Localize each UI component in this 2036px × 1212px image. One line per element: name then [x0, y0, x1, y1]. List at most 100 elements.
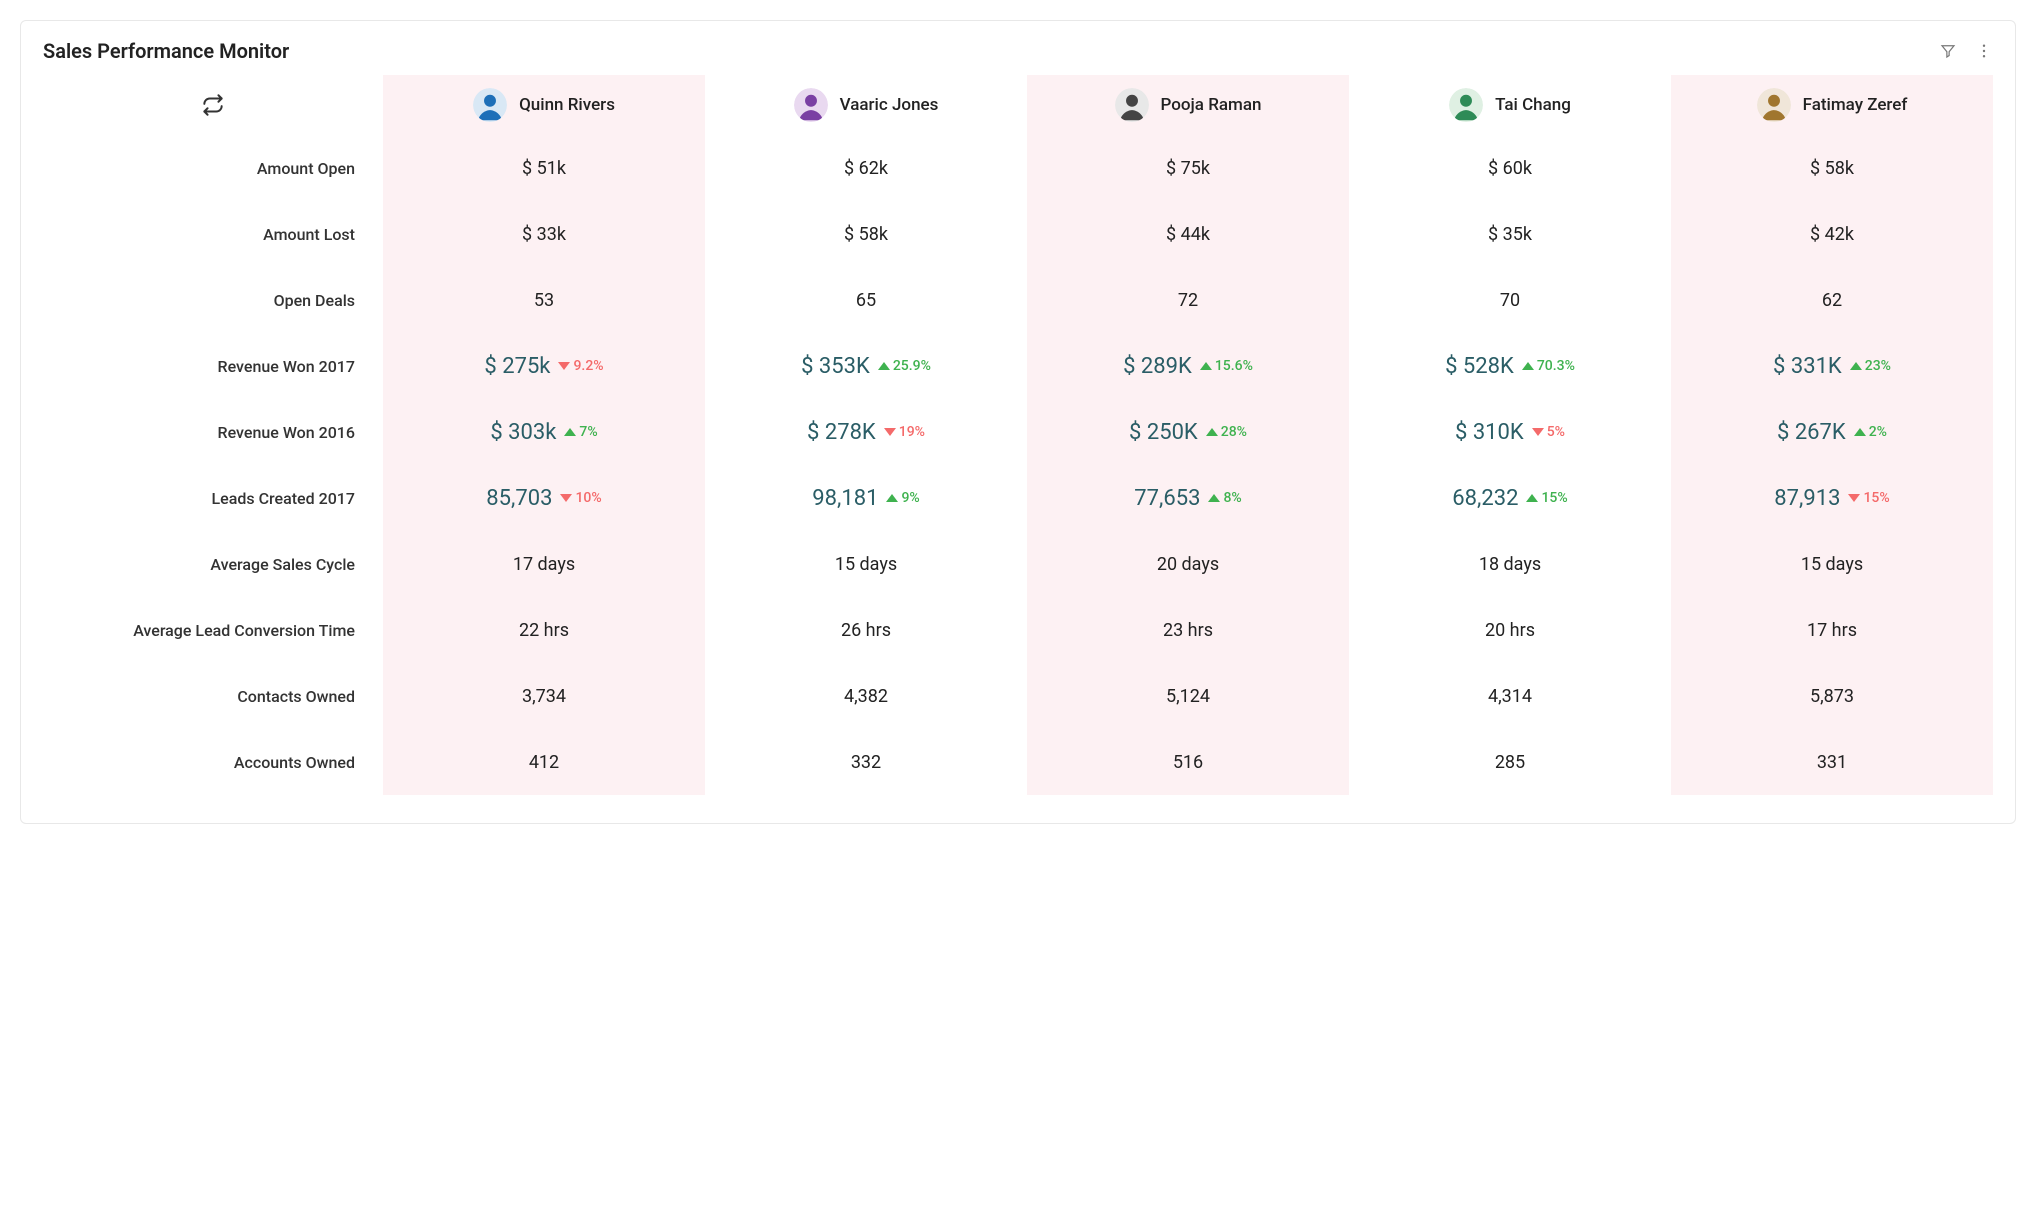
metric-cell: 77,653 8%	[1027, 465, 1349, 531]
metric-cell: $ 51k	[383, 135, 705, 201]
metric-value: $ 310K	[1455, 420, 1524, 445]
metric-value: $ 51k	[522, 158, 566, 179]
metric-with-delta: $ 528K 70.3%	[1445, 354, 1575, 379]
metric-value: 98,181	[812, 486, 878, 511]
metric-cell: 62	[1671, 267, 1993, 333]
metric-value: 4,314	[1488, 686, 1532, 707]
delta-value: 5%	[1547, 424, 1565, 440]
metric-cell: $ 75k	[1027, 135, 1349, 201]
metric-with-delta: 68,232 15%	[1452, 486, 1567, 511]
metrics-grid: Quinn Rivers Vaaric Jones Pooja Raman Ta…	[43, 75, 1993, 795]
metric-value: $ 62k	[844, 158, 888, 179]
row-label: Contacts Owned	[43, 663, 383, 729]
row-label: Revenue Won 2016	[43, 399, 383, 465]
row-label: Accounts Owned	[43, 729, 383, 795]
metric-cell: $ 250K 28%	[1027, 399, 1349, 465]
metric-cell: $ 60k	[1349, 135, 1671, 201]
metric-cell: 87,913 15%	[1671, 465, 1993, 531]
metric-cell: 17 days	[383, 531, 705, 597]
delta-indicator: 70.3%	[1522, 358, 1575, 374]
trend-down-icon	[558, 362, 570, 370]
trend-up-icon	[1526, 494, 1538, 502]
more-icon[interactable]	[1975, 42, 1993, 60]
metric-value: $ 75k	[1166, 158, 1210, 179]
metric-cell: 68,232 15%	[1349, 465, 1671, 531]
person-header[interactable]: Tai Chang	[1349, 75, 1671, 135]
delta-value: 15.6%	[1215, 358, 1253, 374]
metric-with-delta: $ 310K 5%	[1455, 420, 1565, 445]
delta-value: 15%	[1541, 490, 1567, 506]
delta-indicator: 7%	[564, 424, 597, 440]
metric-value: $ 353K	[801, 354, 870, 379]
trend-down-icon	[884, 428, 896, 436]
metric-cell: 98,181 9%	[705, 465, 1027, 531]
metric-cell: 22 hrs	[383, 597, 705, 663]
delta-indicator: 9.2%	[558, 358, 603, 374]
person-header[interactable]: Pooja Raman	[1027, 75, 1349, 135]
metric-cell: $ 528K 70.3%	[1349, 333, 1671, 399]
delta-value: 10%	[575, 490, 601, 506]
delta-value: 7%	[579, 424, 597, 440]
metric-cell: 332	[705, 729, 1027, 795]
metric-value: $ 250K	[1129, 420, 1198, 445]
metric-cell: $ 267K 2%	[1671, 399, 1993, 465]
metric-cell: $ 33k	[383, 201, 705, 267]
metric-with-delta: $ 278K 19%	[807, 420, 925, 445]
row-label: Amount Open	[43, 135, 383, 201]
metric-value: 516	[1173, 752, 1203, 773]
delta-value: 2%	[1869, 424, 1887, 440]
person-header[interactable]: Quinn Rivers	[383, 75, 705, 135]
person-header[interactable]: Fatimay Zeref	[1671, 75, 1993, 135]
metric-with-delta: $ 275k 9.2%	[484, 354, 603, 379]
metric-value: 17 hrs	[1807, 620, 1857, 641]
metric-with-delta: 87,913 15%	[1774, 486, 1889, 511]
metric-value: 17 days	[513, 554, 575, 575]
delta-value: 9%	[901, 490, 919, 506]
metric-cell: 15 days	[705, 531, 1027, 597]
metric-cell: $ 44k	[1027, 201, 1349, 267]
header-actions	[1939, 42, 1993, 60]
metric-value: 332	[851, 752, 881, 773]
metric-value: 15 days	[1801, 554, 1863, 575]
metric-with-delta: 98,181 9%	[812, 486, 919, 511]
delta-value: 23%	[1865, 358, 1891, 374]
metric-value: 85,703	[486, 486, 552, 511]
trend-down-icon	[560, 494, 572, 502]
metric-value: 20 hrs	[1485, 620, 1535, 641]
metric-value: $ 267K	[1777, 420, 1846, 445]
metric-value: $ 33k	[522, 224, 566, 245]
metric-value: $ 58k	[1810, 158, 1854, 179]
metric-value: $ 42k	[1810, 224, 1854, 245]
metric-value: $ 278K	[807, 420, 876, 445]
trend-up-icon	[1200, 362, 1212, 370]
trend-up-icon	[1208, 494, 1220, 502]
metric-value: 331	[1817, 752, 1847, 773]
row-label: Open Deals	[43, 267, 383, 333]
metric-cell: $ 278K 19%	[705, 399, 1027, 465]
delta-indicator: 23%	[1850, 358, 1891, 374]
metric-value: 20 days	[1157, 554, 1219, 575]
metric-value: 62	[1822, 290, 1842, 311]
metric-cell: 65	[705, 267, 1027, 333]
card-title: Sales Performance Monitor	[43, 39, 289, 63]
metric-cell: 412	[383, 729, 705, 795]
metric-value: 65	[856, 290, 876, 311]
delta-indicator: 19%	[884, 424, 925, 440]
metric-with-delta: $ 250K 28%	[1129, 420, 1247, 445]
metric-with-delta: $ 331K 23%	[1773, 354, 1891, 379]
person-name: Pooja Raman	[1161, 95, 1262, 115]
delta-value: 8%	[1223, 490, 1241, 506]
metric-cell: $ 289K 15.6%	[1027, 333, 1349, 399]
metric-cell: 3,734	[383, 663, 705, 729]
trend-up-icon	[886, 494, 898, 502]
delta-value: 25.9%	[893, 358, 931, 374]
metric-value: $ 289K	[1123, 354, 1192, 379]
metric-cell: 85,703 10%	[383, 465, 705, 531]
swap-axes-button[interactable]	[43, 75, 383, 135]
metric-value: 285	[1495, 752, 1525, 773]
person-header[interactable]: Vaaric Jones	[705, 75, 1027, 135]
filter-icon[interactable]	[1939, 42, 1957, 60]
metric-cell: 5,873	[1671, 663, 1993, 729]
row-label: Leads Created 2017	[43, 465, 383, 531]
metric-cell: 17 hrs	[1671, 597, 1993, 663]
